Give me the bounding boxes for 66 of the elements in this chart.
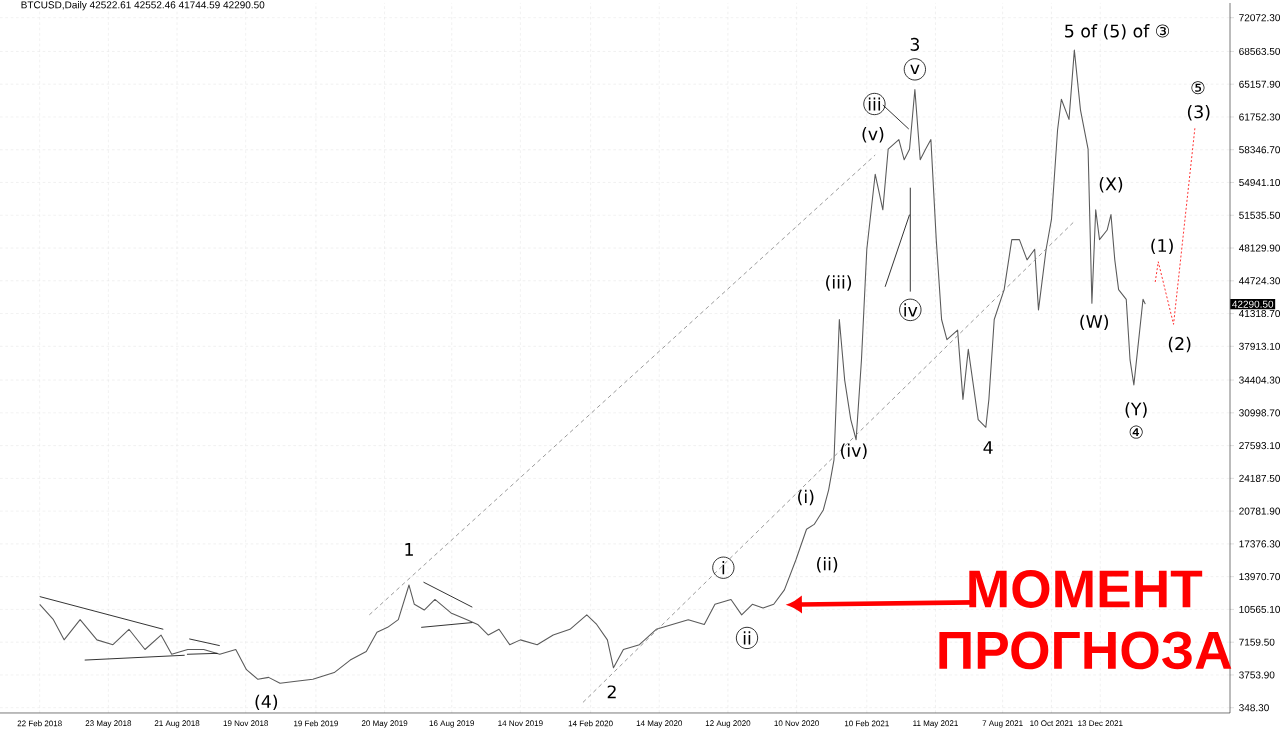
x-tick-label: 10 Feb 2021 [844,720,889,727]
x-tick-label: 22 Feb 2018 [17,720,62,727]
y-tick-label: 41318.70 [1238,310,1281,318]
annotation: ⑤ [1191,81,1205,95]
x-tick-label: 19 Nov 2018 [223,720,269,727]
annotation: 1 [405,543,413,556]
annotation: (1) [1151,238,1173,255]
annotation: iii [868,97,881,111]
y-tick-label: 24187.50 [1239,474,1281,482]
y-tick-label: 7159.50 [1239,638,1275,646]
annotation: (i) [798,489,814,506]
chart-title: BTCUSD,Daily 42522.61 42552.46 41744.59 42290.50 [21,1,265,11]
y-tick-label: 51535.50 [1239,211,1281,219]
y-tick-label: 10565.10 [1239,605,1281,613]
x-tick-label: 13 Dec 2021 [1078,720,1123,727]
x-tick-label: 7 Aug 2021 [982,720,1023,728]
y-tick-label: 65157.90 [1239,80,1281,88]
annotation: v [910,64,920,75]
y-tick-label: 54941.10 [1239,178,1281,187]
text: 42290.50 [1232,300,1274,308]
annotation: (2) [1168,336,1191,353]
x-tick-label: 20 May 2019 [361,720,408,728]
y-tick-label: 13970.70 [1239,573,1281,581]
x-tick-label: 12 Aug 2020 [705,720,751,728]
annotation: (4) [255,694,278,711]
annotation: МОМЕНТ ПРОГНОЗА [939,570,1232,670]
annotation: (W) [1080,314,1109,331]
y-tick-label: 17376.30 [1239,540,1281,548]
y-tick-label: 72072.30 [1239,14,1281,22]
annotation: ii [743,631,751,645]
annotation: (X) [1099,177,1123,193]
annotation: 4 [983,441,993,454]
annotation: (ii) [817,557,838,573]
y-tick-label: 61752.30 [1239,113,1281,121]
annotation: ④ [1129,425,1143,439]
x-tick-label: 10 Nov 2020 [774,720,819,727]
y-tick-label: 68563.50 [1239,47,1281,55]
x-tick-label: 14 Feb 2020 [568,720,613,727]
annotation: (3) [1187,104,1210,121]
y-tick-label: 34404.30 [1239,376,1281,384]
annotation: 2 [607,685,616,699]
x-tick-label: 10 Oct 2021 [1030,720,1073,727]
y-tick-label: 48129.90 [1238,244,1281,252]
annotation: (iii) [826,275,852,291]
x-tick-label: 21 Aug 2018 [154,720,200,728]
x-tick-label: 16 Aug 2019 [429,720,475,728]
y-tick-label: 27593.10 [1239,442,1281,450]
y-tick-label: 44724.30 [1238,277,1281,285]
y-tick-label: 30998.70 [1239,409,1281,417]
x-tick-label: 23 May 2018 [85,720,132,728]
annotation: (v) [862,127,884,143]
x-tick-label: 19 Feb 2019 [294,720,338,727]
annotation: 3 [910,37,919,51]
y-tick-label: 37913.10 [1239,342,1281,350]
y-tick-label: 20781.90 [1239,507,1281,515]
annotation: i [722,561,725,575]
x-tick-label: 14 Nov 2019 [498,720,543,727]
y-tick-label: 3753.90 [1239,671,1275,679]
x-tick-label: 14 May 2020 [636,720,683,728]
annotation: (iv) [841,443,867,460]
annotation: 5 of (5) of ③ [1065,24,1170,40]
annotation: iv [904,303,918,317]
x-tick-label: 11 May 2021 [913,720,958,728]
annotation: (Y) [1125,402,1147,418]
y-tick-label: 58346.70 [1239,146,1281,154]
y-tick-label: 348.30 [1239,704,1269,712]
